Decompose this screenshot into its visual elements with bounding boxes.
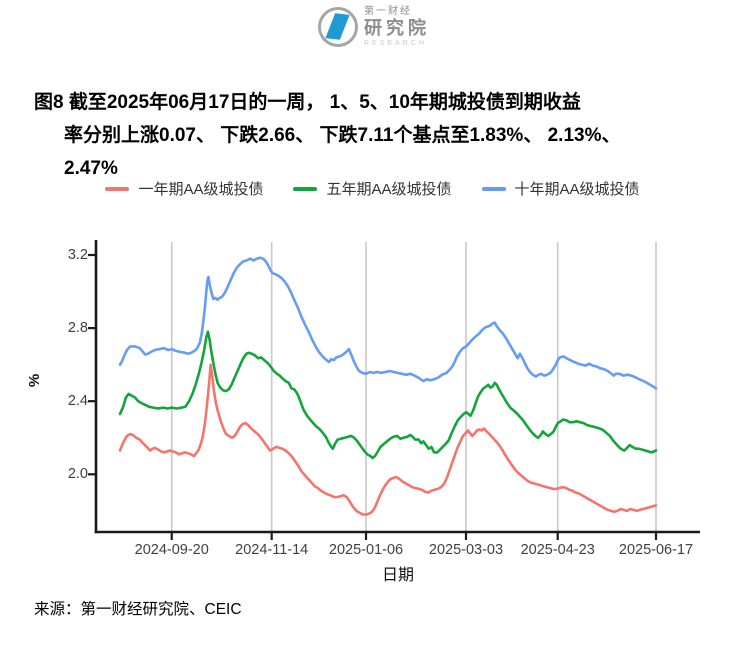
legend-label-1y-aa: 一年期AA级城投债 (138, 181, 264, 198)
legend-key-red-icon (105, 186, 130, 191)
x-tick-label: 2025-04-23 (520, 542, 595, 558)
x-tick-label: 2024-11-14 (235, 542, 309, 558)
logo-circle-icon (318, 7, 358, 47)
y-tick-label: 2.8 (67, 320, 88, 337)
legend-key-blue-icon (481, 186, 506, 191)
figure-title-line1: 图8 截至2025年06月17日的一周， 1、5、10年期城投债到期收益 (34, 92, 581, 113)
y-tick-label: 2.4 (67, 393, 88, 410)
logo-text: 第一财经 研究院 RESEARCH (364, 6, 430, 48)
series-line-2 (118, 256, 658, 390)
logo-line1: 第一财经 (364, 6, 412, 17)
x-tick-label: 2024-09-20 (134, 542, 209, 558)
legend-item-10y-aa: 十年期AA级城投债 (481, 178, 640, 199)
x-axis-title: 日期 (381, 567, 414, 584)
y-axis-title: % (26, 373, 44, 388)
legend-key-green-icon (293, 186, 318, 191)
x-tick-label: 2025-01-06 (328, 542, 404, 558)
series-line-0 (118, 363, 658, 516)
source-note: 来源：第一财经研究院、CEIC (34, 601, 242, 618)
logo-line3: RESEARCH (364, 40, 427, 47)
figure-title: 图8 截至2025年06月17日的一周， 1、5、10年期城投债到期收益 率分别… (34, 86, 724, 185)
legend-label-10y-aa: 十年期AA级城投债 (514, 181, 640, 198)
legend-label-5y-aa: 五年期AA级城投债 (326, 181, 452, 198)
figure-title-line2: 率分别上涨0.07、 下跌2.66、 下跌7.11个基点至1.83%、 2.13… (64, 125, 621, 146)
x-tick-label: 2025-06-17 (618, 542, 694, 558)
yicai-research-logo: 第一财经 研究院 RESEARCH (318, 7, 430, 47)
legend-item-1y-aa: 一年期AA级城投债 (105, 178, 263, 199)
chart-legend: 一年期AA级城投债 五年期AA级城投债 十年期AA级城投债 (0, 178, 745, 199)
y-tick-label: 3.2 (67, 247, 88, 263)
series-line-1 (118, 330, 658, 460)
x-tick-label: 2025-03-03 (428, 542, 504, 558)
y-tick-label: 2.0 (67, 466, 88, 483)
logo-line2: 研究院 (364, 18, 430, 38)
legend-item-5y-aa: 五年期AA级城投债 (293, 178, 452, 199)
figure-title-line3: 2.47% (64, 158, 118, 179)
